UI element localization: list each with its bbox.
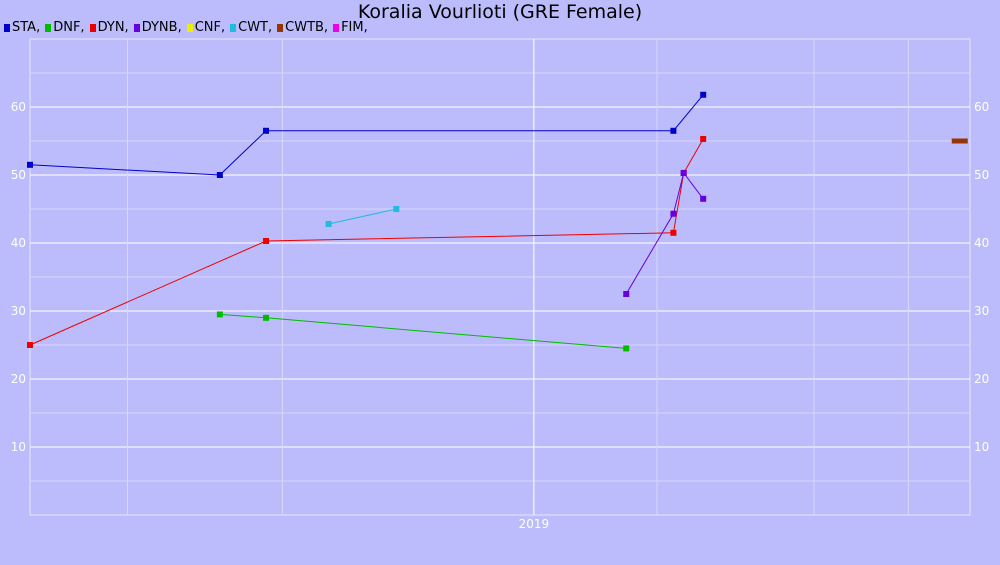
legend-swatch-dyn [89,24,96,32]
legend-swatch-cnf [186,24,193,32]
y-tick-label-left: 60 [11,100,26,114]
legend-label-dyn: DYN, [97,20,129,35]
data-point-sta [263,127,270,134]
legend-item-sta: STA, [4,20,40,36]
data-point-sta [670,127,677,134]
data-point-dnf [216,311,223,318]
legend-item-dnf: DNF, [45,20,85,36]
data-point-dnf [263,314,270,321]
legend-label-cnf: CNF, [194,20,226,35]
x-tick-label: 2019 [519,517,550,531]
data-point-sta [27,161,33,168]
data-point-dynb [623,291,630,297]
y-tick-label-right: 40 [974,236,989,250]
y-tick-label-left: 30 [11,304,26,318]
legend-swatch-cwt [230,24,237,32]
data-point-cwtb [951,138,968,144]
data-point-dynb [700,195,707,202]
y-tick-label-left: 40 [11,236,26,250]
y-tick-label-right: 20 [974,372,989,386]
data-point-dyn [27,342,33,348]
data-point-dynb [670,210,677,217]
y-tick-label-right: 10 [974,440,989,454]
data-point-cwt [393,206,400,212]
y-tick-label-right: 50 [974,168,989,182]
legend-label-sta: STA, [12,20,41,35]
data-point-dnf [623,345,630,352]
y-tick-label-right: 60 [974,100,989,114]
legend-item-cwtb: CWTB, [277,20,328,36]
y-tick-label-left: 10 [11,440,26,454]
legend-swatch-dnf [45,24,52,32]
chart-title: Koralia Vourlioti (GRE Female) [357,1,643,23]
legend-swatch-sta [4,24,10,32]
data-point-cwt [325,220,332,227]
legend-swatch-fim [333,24,340,32]
legend-item-cnf: CNF, [186,20,226,36]
y-tick-label-right: 30 [974,304,989,318]
legend-item-cwt: CWT, [230,20,272,36]
data-point-sta [700,91,707,98]
legend-label-cwtb: CWTB, [285,20,329,35]
series-line-cwt [328,208,397,225]
legend-item-dynb: DYNB, [133,20,182,36]
data-point-dynb [680,169,687,176]
legend-item-dyn: DYN, [89,20,129,36]
legend-item-fim: FIM, [333,20,368,36]
y-tick-label-left: 50 [11,168,26,182]
legend-label-cwt: CWT, [238,20,273,35]
legend-label-fim: FIM, [341,20,368,35]
legend-label-dynb: DYNB, [141,20,182,35]
legend-label-dnf: DNF, [53,20,85,35]
legend-swatch-dynb [133,24,140,32]
series-line-dynb [625,171,704,295]
data-point-sta [216,172,223,178]
data-point-dyn [670,229,677,236]
data-point-dyn [263,237,270,244]
legend: STA, DNF, DYN, DYNB, CNF, CWT, CWTB, FIM, [4,20,373,36]
data-point-dyn [700,135,707,142]
series-line-dnf [219,313,627,349]
y-tick-label-left: 20 [11,372,26,386]
legend-swatch-cwtb [277,24,284,32]
